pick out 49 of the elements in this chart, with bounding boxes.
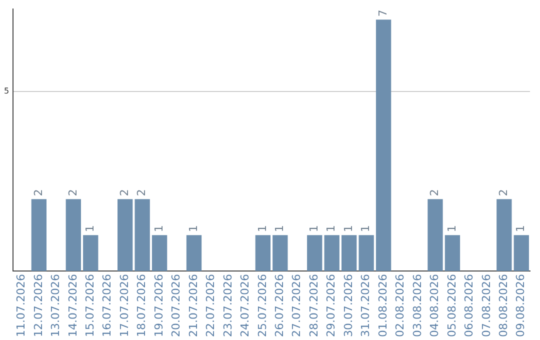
x-tick-label: 17.07.2026	[118, 274, 131, 338]
x-tick-label: 30.07.2026	[342, 274, 355, 338]
x-tick-label: 16.07.2026	[100, 274, 114, 338]
x-tick-label: 24.07.2026	[238, 274, 252, 338]
x-tick-label: 14.07.2026	[66, 274, 80, 338]
data-label: 2	[428, 189, 442, 196]
x-tick-label: 13.07.2026	[49, 274, 62, 338]
data-label: 1	[307, 225, 320, 232]
data-label: 2	[497, 189, 510, 196]
x-tick-label: 12.07.2026	[32, 274, 45, 338]
data-label: 1	[324, 225, 338, 232]
x-tick-label: 09.08.2026	[514, 274, 528, 338]
x-tick-label: 22.07.2026	[204, 274, 218, 338]
x-tick-label: 03.08.2026	[410, 274, 424, 338]
x-tick-label: 07.08.2026	[480, 274, 493, 338]
x-tick-label: 02.08.2026	[394, 274, 407, 338]
x-tick-label: 04.08.2026	[428, 274, 442, 338]
data-label: 1	[152, 225, 166, 232]
x-tick-label: 26.07.2026	[273, 274, 286, 338]
x-tick-label: 23.07.2026	[221, 274, 234, 338]
data-label: 2	[66, 189, 80, 196]
data-label: 1	[186, 225, 200, 232]
x-tick-label: 05.08.2026	[445, 274, 458, 338]
x-tick-label: 31.07.2026	[359, 274, 372, 338]
x-tick-label: 20.07.2026	[170, 274, 183, 338]
x-tick-label: 06.08.2026	[462, 274, 476, 338]
x-tick-label: 29.07.2026	[324, 274, 338, 338]
data-label: 2	[118, 189, 131, 196]
x-tick-label: 08.08.2026	[497, 274, 510, 338]
data-label: 2	[32, 189, 45, 196]
data-label: 1	[273, 225, 286, 232]
data-label: 1	[256, 225, 269, 232]
x-tick-label: 11.07.2026	[14, 274, 28, 338]
y-tick-label: 5	[4, 86, 10, 96]
data-label: 7	[376, 10, 390, 17]
data-label: 2	[135, 189, 148, 196]
data-label: 1	[359, 225, 372, 232]
data-label: 1	[342, 225, 355, 232]
x-tick-label: 18.07.2026	[135, 274, 148, 338]
x-tick-label: 25.07.2026	[256, 274, 269, 338]
data-label: 1	[445, 225, 458, 232]
x-tick-label: 01.08.2026	[376, 274, 390, 338]
x-tick-label: 21.07.2026	[186, 274, 200, 338]
x-tick-label: 28.07.2026	[307, 274, 320, 338]
data-label: 1	[514, 225, 528, 232]
x-tick-label: 15.07.2026	[83, 274, 96, 338]
x-tick-label: 27.07.2026	[290, 274, 304, 338]
x-tick-label: 19.07.2026	[152, 274, 166, 338]
data-label: 1	[83, 225, 96, 232]
